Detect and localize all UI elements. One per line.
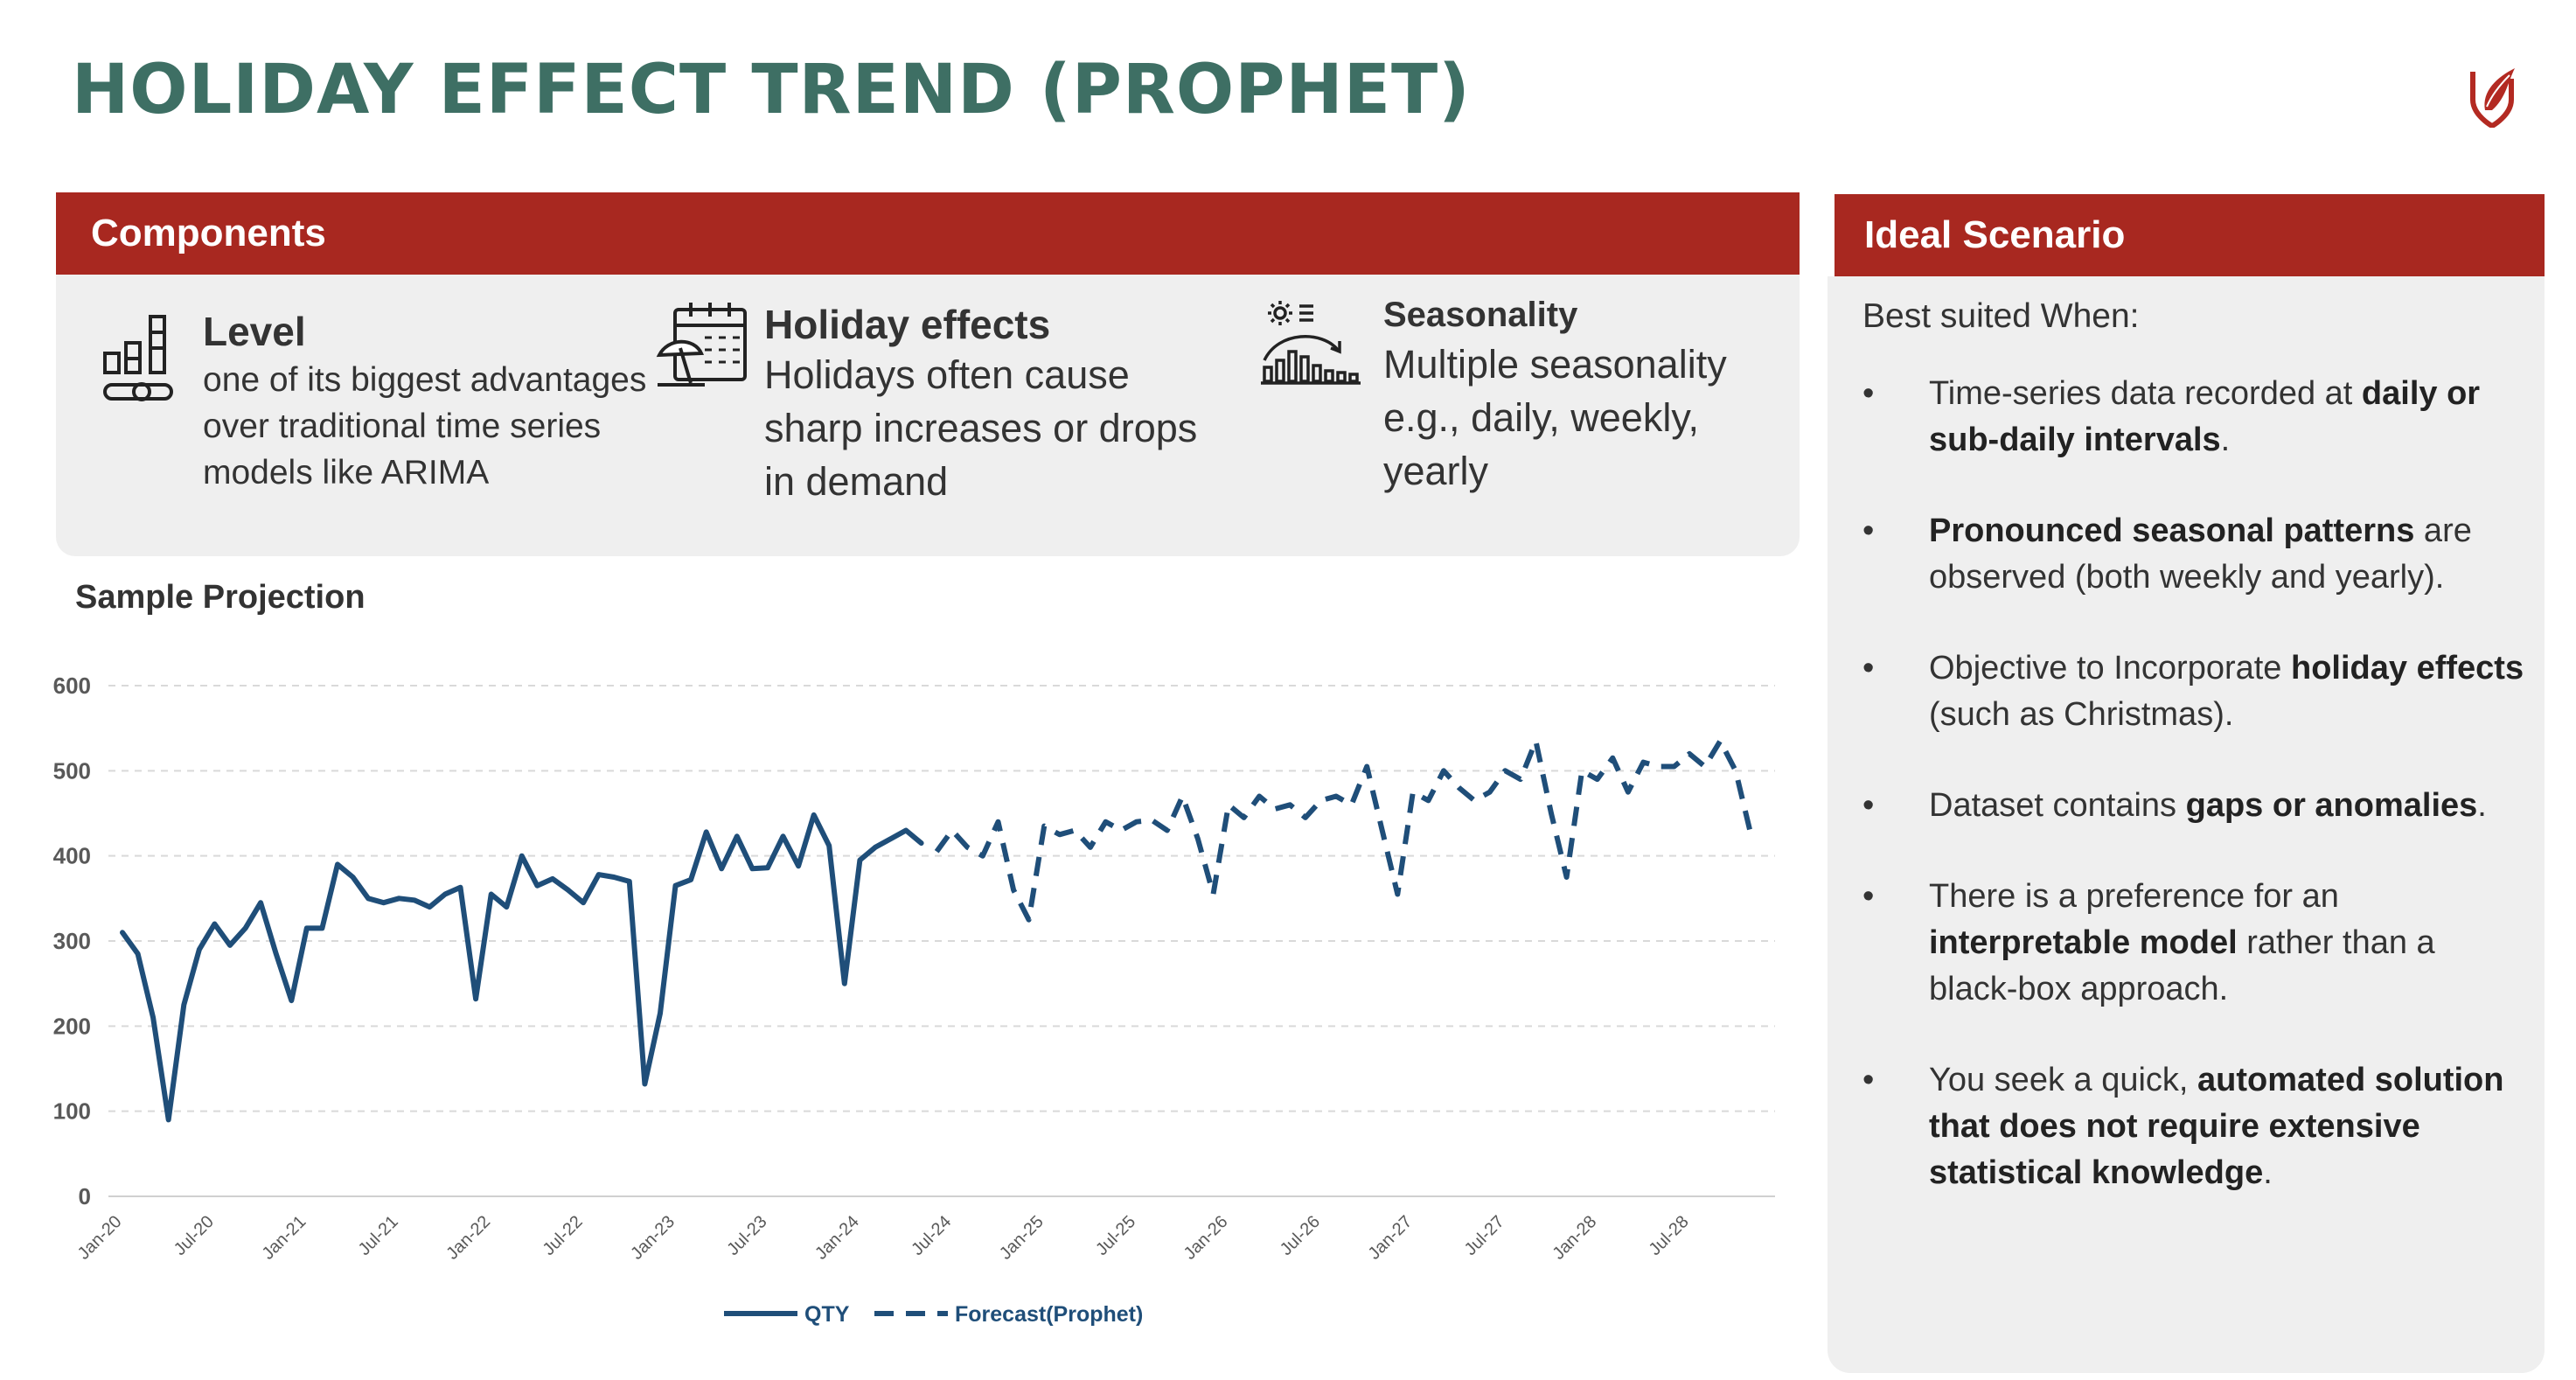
x-tick-label: Jan-23: [627, 1212, 679, 1264]
x-tick-label: Jul-28: [1646, 1212, 1693, 1259]
components-header: Components: [56, 192, 1800, 275]
x-tick-label: Jul-26: [1277, 1212, 1324, 1259]
y-tick-label: 100: [53, 1098, 91, 1125]
x-tick-label: Jul-20: [171, 1212, 218, 1259]
x-tick-label: Jan-24: [811, 1212, 863, 1264]
ideal-bullet: • Dataset contains gaps or anomalies.: [1862, 783, 2527, 829]
x-tick-label: Jan-27: [1365, 1212, 1417, 1264]
x-tick-label: Jul-22: [540, 1212, 587, 1259]
x-tick-label: Jan-20: [74, 1212, 126, 1264]
legend-label: Forecast(Prophet): [955, 1302, 1143, 1327]
y-tick-label: 500: [53, 757, 91, 784]
forecast-series-line: [934, 738, 1754, 923]
x-tick-label: Jul-21: [355, 1212, 402, 1259]
bullet-marker: •: [1862, 512, 1875, 549]
calendar-beach-icon: [656, 303, 747, 387]
page-title: HOLIDAY EFFECT TREND (PROPHET): [72, 51, 1471, 129]
ideal-bullet: • There is a preference for an interpreta…: [1862, 874, 2527, 1013]
components-panel: Level one of its biggest advantages over…: [56, 275, 1800, 556]
x-tick-label: Jul-25: [1092, 1212, 1139, 1259]
x-tick-label: Jan-26: [1180, 1212, 1232, 1264]
seasonality-heading: Seasonality: [1383, 296, 1578, 334]
bullet-marker: •: [1862, 787, 1875, 824]
x-tick-label: Jul-24: [908, 1212, 955, 1259]
y-tick-label: 0: [79, 1183, 91, 1209]
ideal-bullet: • You seek a quick, automated solution th…: [1862, 1057, 2527, 1196]
qty-series-line: [120, 812, 924, 1123]
bullet-marker: •: [1862, 1062, 1875, 1098]
ideal-bullet: • Pronounced seasonal patterns are observ…: [1862, 508, 2527, 601]
level-heading: Level: [203, 309, 306, 354]
ideal-scenario-panel: Best suited When: • Time-series data reco…: [1828, 276, 2545, 1373]
x-tick-label: Jan-28: [1549, 1212, 1600, 1264]
x-tick-label: Jul-27: [1461, 1212, 1508, 1259]
sample-projection-title: Sample Projection: [75, 579, 366, 616]
projection-chart: 0 100 200 300 400 500 600 Jan-20 Jul-20 Jan-21 Ju…: [53, 673, 1775, 1327]
seasonality-description: Multiple seasonality e.g., daily, weekly…: [1383, 342, 1727, 493]
bar-chart-icon: [103, 315, 173, 401]
y-tick-label: 200: [53, 1013, 91, 1039]
legend-label: QTY: [804, 1302, 850, 1327]
ideal-bullet: • Objective to Incorporate holiday effect…: [1862, 645, 2527, 738]
level-description: one of its biggest advantages over tradi…: [203, 361, 647, 491]
bullet-marker: •: [1862, 878, 1875, 915]
bullet-marker: •: [1862, 650, 1875, 687]
ideal-scenario-header: Ideal Scenario: [1835, 194, 2545, 276]
ideal-bullet: • Time-series data recorded at daily or s…: [1862, 371, 2527, 463]
best-suited-label: Best suited When:: [1862, 297, 2140, 335]
holiday-effects-heading: Holiday effects: [764, 302, 1051, 347]
bullet-marker: •: [1862, 375, 1875, 412]
holiday-effects-description: Holidays often cause sharp increases or …: [764, 352, 1198, 504]
seasonality-icon: [1261, 301, 1361, 385]
y-tick-label: 400: [53, 843, 91, 869]
logo-icon: [2470, 68, 2515, 128]
x-tick-label: Jan-21: [259, 1212, 310, 1264]
ideal-bullet-list: • Time-series data recorded at daily or s…: [1862, 371, 2527, 1241]
x-tick-label: Jul-23: [723, 1212, 770, 1259]
x-tick-label: Jan-25: [996, 1212, 1048, 1264]
y-tick-label: 300: [53, 928, 91, 954]
y-tick-label: 600: [53, 673, 91, 699]
x-tick-label: Jan-22: [442, 1212, 494, 1264]
